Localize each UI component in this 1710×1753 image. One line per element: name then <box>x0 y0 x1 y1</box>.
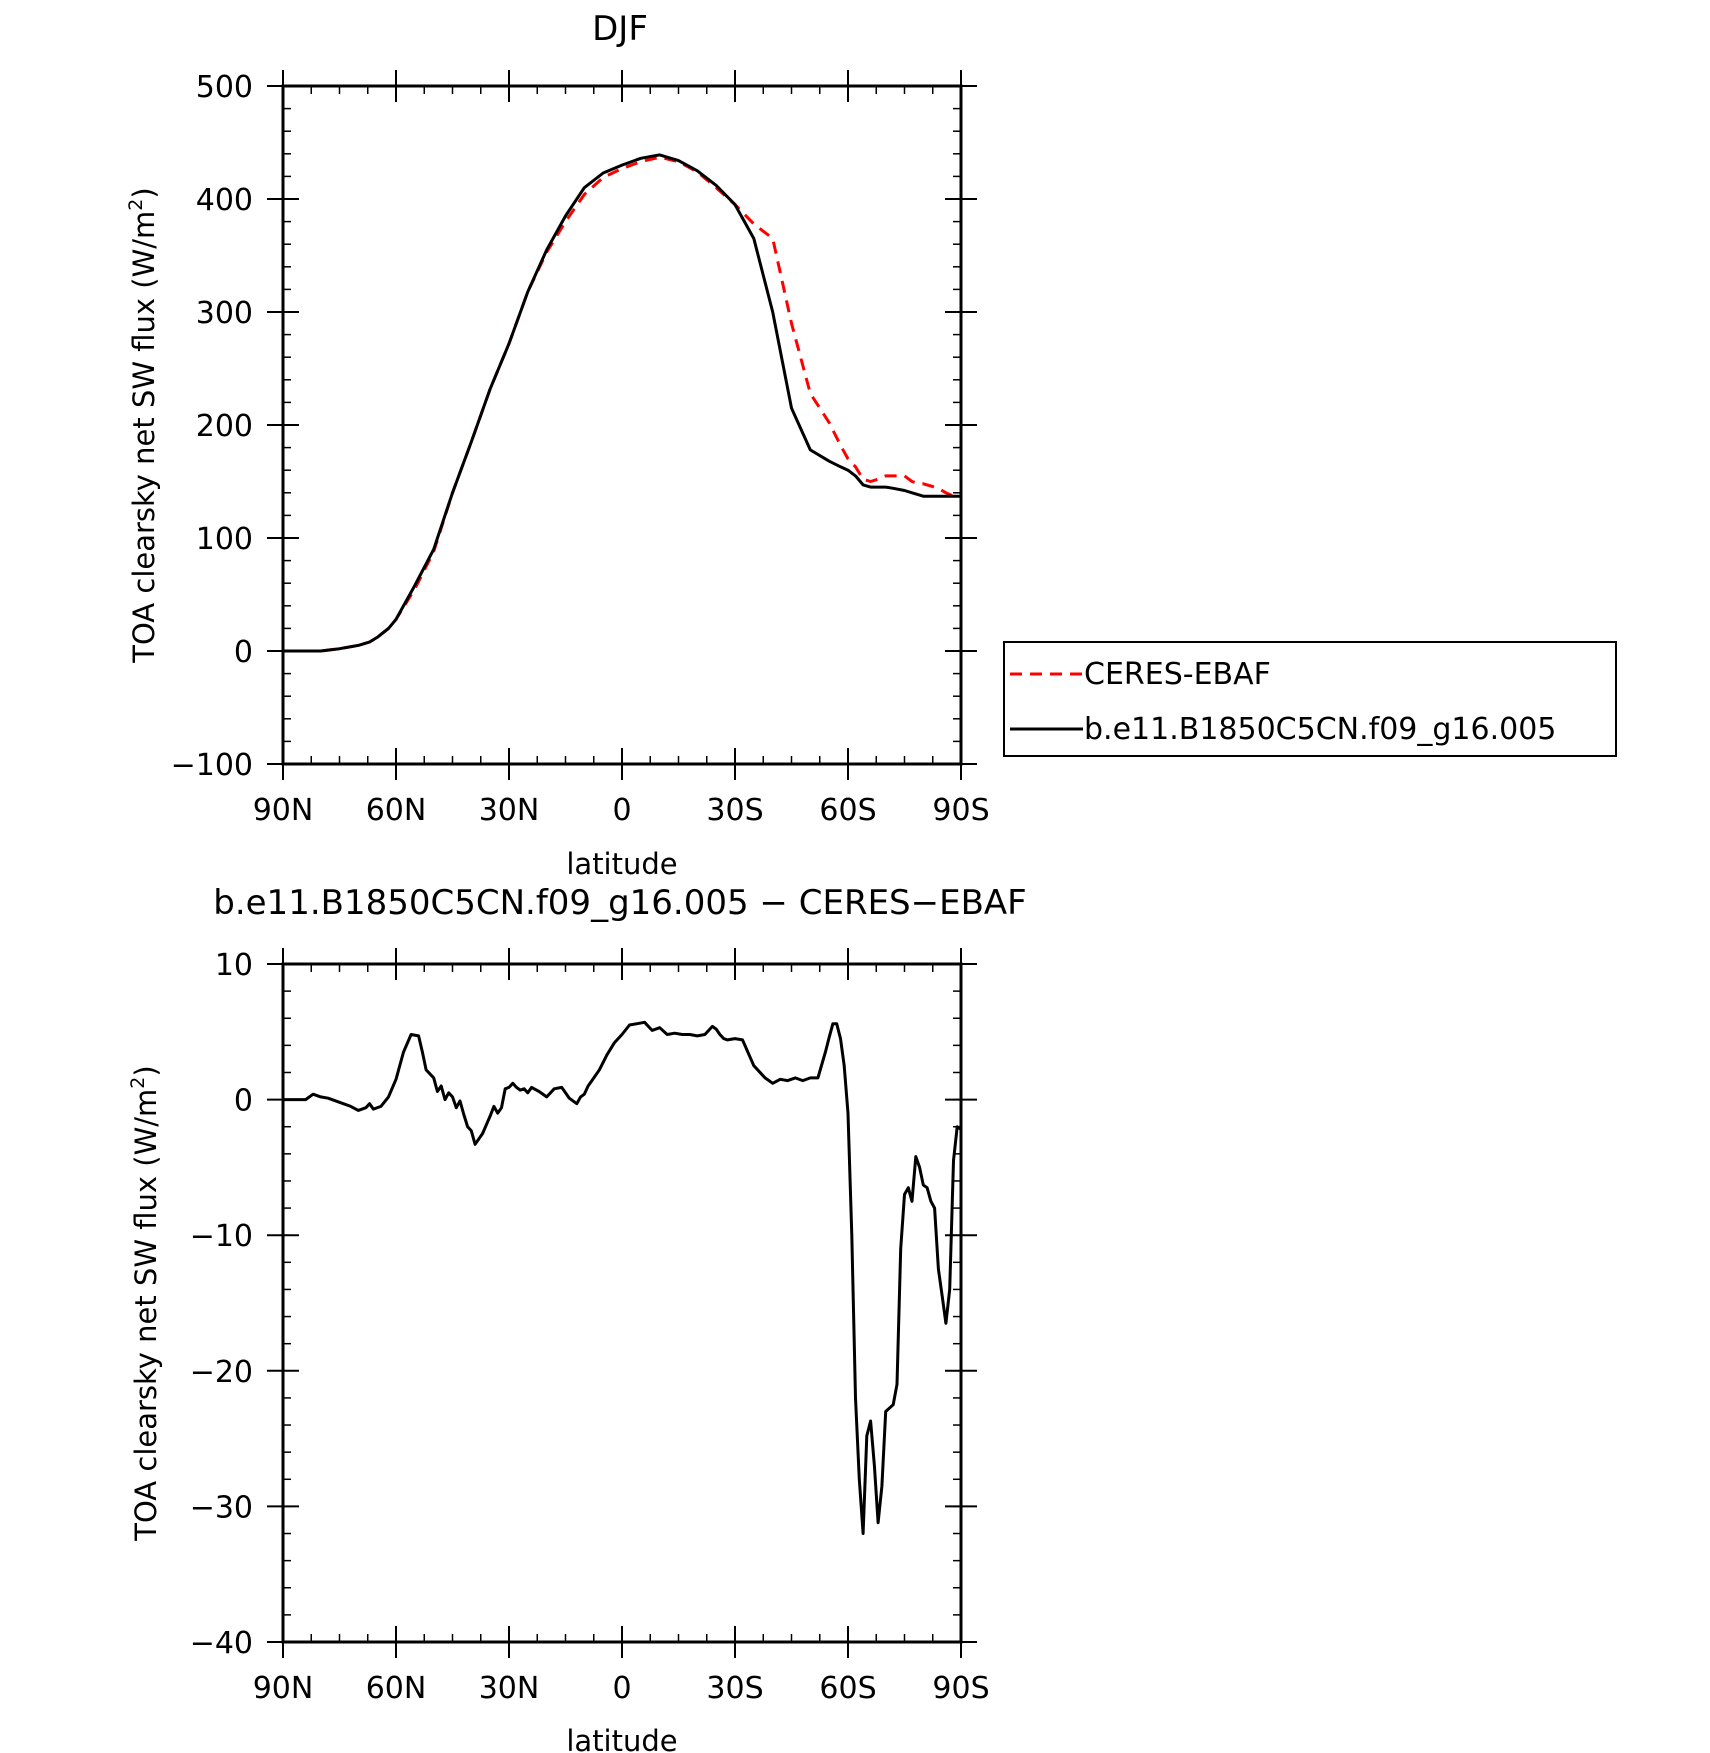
top-y-tick-label: 0 <box>234 635 253 670</box>
top-y-axis-label-main: TOA clearsky net SW flux (W/m <box>127 211 161 664</box>
legend-box <box>1003 641 1617 757</box>
bottom-y-axis-label-superscript: 2 <box>127 1077 149 1089</box>
bottom-x-axis-label: latitude <box>566 1724 677 1753</box>
bottom-y-tick-label: −20 <box>190 1355 253 1390</box>
top-y-axis-label-close: ) <box>127 187 161 198</box>
top-y-tick-label: 200 <box>196 409 253 444</box>
bottom-series-line-a <box>283 1020 962 1535</box>
top-y-tick-label: −100 <box>171 748 253 783</box>
bottom-tick-layer: 90N 60N 30N 0 30S 60S 90S −40 −30 −20 −10 0 10 <box>190 948 990 1706</box>
top-x-tick-label: 30N <box>479 793 540 828</box>
top-y-tick-label: 100 <box>196 522 253 557</box>
top-x-tick-label: 30S <box>706 793 763 828</box>
bottom-y-axis-label-main: TOA clearsky net SW flux (W/m <box>129 1089 163 1542</box>
legend-label-ceres: CERES-EBAF <box>1084 657 1271 692</box>
bottom-chart-title: b.e11.B1850C5CN.f09_g16.005 − CERES−EBAF <box>213 883 1027 923</box>
top-x-tick-label: 60S <box>819 793 876 828</box>
bottom-y-tick-label: 0 <box>234 1084 253 1119</box>
top-y-tick-label: 300 <box>196 296 253 331</box>
top-series-line-a <box>283 155 961 653</box>
top-chart-title: DJF <box>592 9 648 49</box>
top-panel: DJF 90N 60N 30N 0 30S 60S 90S −100 0 100 200 300 400… <box>125 9 1617 881</box>
top-x-tick-label: 90N <box>253 793 314 828</box>
bottom-x-tick-label: 0 <box>612 1671 631 1706</box>
top-y-tick-label: 500 <box>196 70 253 105</box>
bottom-y-tick-label: −10 <box>190 1219 253 1254</box>
legend: CERES-EBAF b.e11.B1850C5CN.f09_g16.005 <box>1003 641 1617 757</box>
bottom-y-tick-label: −30 <box>190 1490 253 1525</box>
legend-label-model: b.e11.B1850C5CN.f09_g16.005 <box>1084 712 1556 747</box>
top-tick-layer: 90N 60N 30N 0 30S 60S 90S −100 0 100 200 300 400 500 <box>171 70 990 828</box>
top-series-line-b <box>283 153 961 653</box>
bottom-x-tick-label: 60S <box>819 1671 876 1706</box>
bottom-x-tick-label: 90S <box>932 1671 989 1706</box>
top-x-axis-label: latitude <box>566 847 677 881</box>
bottom-y-tick-label: 10 <box>215 948 253 983</box>
top-x-tick-label: 60N <box>366 793 427 828</box>
bottom-series-layer <box>283 1020 962 1535</box>
bottom-x-tick-label: 30N <box>479 1671 540 1706</box>
bottom-plot-frame <box>281 962 963 1644</box>
top-series-layer <box>283 153 961 653</box>
bottom-panel: b.e11.B1850C5CN.f09_g16.005 − CERES−EBAF… <box>127 883 1027 1753</box>
top-plot-frame <box>281 84 963 766</box>
bottom-y-tick-label: −40 <box>190 1626 253 1661</box>
top-x-tick-label: 0 <box>612 793 631 828</box>
top-y-axis-label-superscript: 2 <box>125 199 147 211</box>
top-x-tick-label: 90S <box>932 793 989 828</box>
bottom-y-axis-label-close: ) <box>129 1065 163 1076</box>
bottom-x-tick-label: 30S <box>706 1671 763 1706</box>
top-y-axis-label: TOA clearsky net SW flux (W/m2) <box>125 187 161 663</box>
bottom-y-axis-label: TOA clearsky net SW flux (W/m2) <box>127 1065 163 1541</box>
top-y-tick-label: 400 <box>196 183 253 218</box>
bottom-x-tick-label: 90N <box>253 1671 314 1706</box>
bottom-x-tick-label: 60N <box>366 1671 427 1706</box>
